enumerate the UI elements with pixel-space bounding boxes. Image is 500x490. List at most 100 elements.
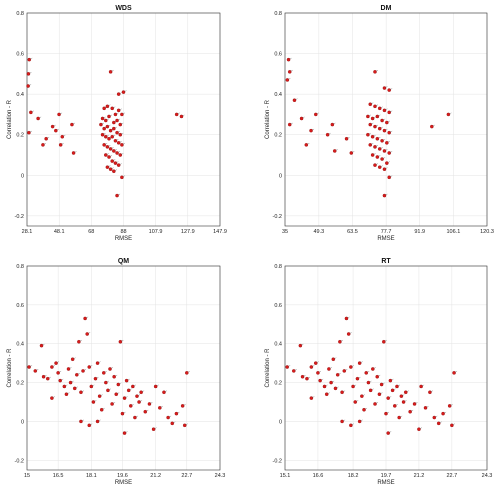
data-point [355,376,360,381]
x-tick-label: 88 [120,229,126,235]
panel-wds: WDS 28.1 48.1 68 88 107.9 127.9 147.9 -0.2 0 0.2 0.… [7,5,227,242]
data-point-marker-tick [327,392,330,394]
x-tick-label: 16.6 [313,473,324,479]
data-point [382,340,386,344]
data-point-marker-tick [111,147,114,149]
data-point [60,134,65,139]
data-point [102,371,106,375]
data-point [72,386,77,391]
data-point [26,84,30,88]
data-point-marker-tick [415,402,418,404]
data-point [75,373,79,377]
x-tick-label: 35 [282,229,288,235]
data-point [100,116,105,121]
data-point-marker-tick [312,365,315,367]
data-point [390,388,395,393]
data-point [113,161,118,165]
data-point-marker-tick [183,404,186,406]
data-point-marker-tick [52,365,55,367]
data-point-marker-tick [29,72,32,74]
data-point [71,151,76,155]
data-point [399,394,404,398]
data-point [182,423,187,428]
data-point-marker-tick [377,374,381,377]
data-point [305,376,309,381]
data-point-marker-tick [389,88,393,90]
data-point [373,104,377,109]
data-point-marker-tick [56,128,59,131]
data-point-marker-tick [287,365,291,367]
data-point-marker-tick [373,153,376,155]
data-point-marker-tick [111,167,114,169]
data-point [346,332,351,336]
data-point-marker-tick [387,161,390,163]
data-point-marker-tick [116,139,119,141]
data-point-marker-tick [124,90,127,92]
data-point [114,392,118,396]
data-point [106,388,110,393]
data-point-marker-tick [316,112,319,115]
x-tick-label: 15.1 [280,473,291,479]
data-point [423,406,428,410]
data-point-marker-tick [38,116,42,119]
data-point-marker-tick [389,151,393,153]
data-point [44,137,48,141]
data-point-marker-tick [432,124,435,127]
data-point-marker-tick [393,388,396,391]
data-point [384,411,388,416]
data-point [309,396,314,400]
data-point [327,367,331,371]
data-point [324,392,329,396]
data-point-marker-tick [397,384,401,387]
data-point-marker-tick [29,57,33,60]
data-point-marker-tick [133,384,136,387]
data-point [116,141,121,145]
data-point [112,374,116,379]
data-point [382,167,387,171]
data-point [386,396,390,400]
data-point-marker-tick [117,118,121,121]
data-point [27,57,32,62]
data-point-marker-tick [106,153,109,155]
data-point-marker-tick [386,411,390,414]
data-point-marker-tick [331,380,335,383]
data-point [39,343,44,348]
data-point [108,70,113,74]
data-point [153,384,158,389]
data-point [112,120,116,125]
data-point [370,153,375,157]
data-point [54,128,58,133]
data-point [99,122,103,127]
data-point-marker-tick [119,108,122,111]
y-tick-label: 0.6 [274,303,282,309]
data-point [166,415,170,420]
data-point [62,384,67,389]
data-point-marker-tick [373,116,376,119]
data-point-marker-tick [103,116,106,119]
data-point [83,316,87,321]
data-point [29,110,33,115]
panel-title: RT [381,258,391,265]
data-point [368,122,373,127]
data-point [380,157,384,161]
data-point [116,92,121,96]
data-point-marker-tick [108,388,112,391]
series-points [285,316,458,435]
data-point [122,396,127,400]
y-tick-label: 0.2 [274,133,282,139]
data-point [371,367,375,371]
data-point-marker-tick [75,386,78,389]
x-tick-label: 63.5 [347,229,358,235]
data-point-marker-tick [92,384,95,387]
x-tick-label: 106.1 [446,229,460,235]
data-point-marker-tick [156,384,159,387]
data-point [300,374,305,379]
data-point-marker-tick [85,316,89,319]
x-tick-label: 28.1 [22,229,33,235]
x-tick-label: 15 [24,473,30,479]
data-point-marker-tick [103,132,106,135]
data-point-marker-tick [384,340,387,342]
data-point [108,128,113,133]
data-point-marker-tick [96,376,99,379]
data-point-marker-tick [67,392,70,394]
